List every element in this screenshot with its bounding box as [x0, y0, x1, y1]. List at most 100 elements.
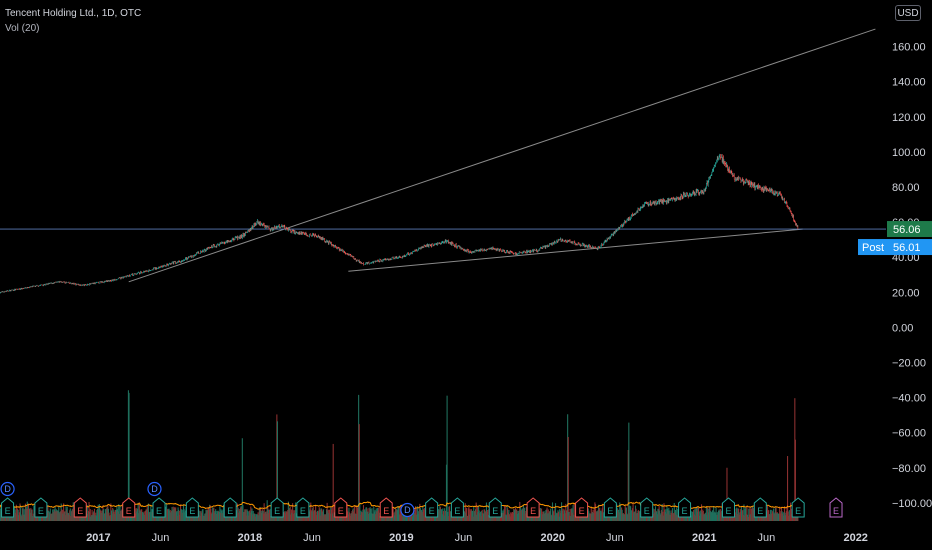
x-tick-label: Jun — [606, 532, 624, 544]
earnings-marker — [526, 497, 540, 518]
y-tick-label: 140.00 — [892, 77, 926, 89]
volume-legend[interactable]: Vol (20) — [5, 23, 40, 34]
earnings-marker — [34, 497, 48, 518]
earnings-marker — [640, 497, 654, 518]
dividend-label: D — [4, 484, 11, 494]
x-tick-label: 2018 — [238, 532, 262, 544]
earnings-event: E — [450, 497, 464, 518]
earnings-event: E — [678, 497, 692, 518]
y-tick-label: 40.00 — [892, 252, 920, 264]
earnings-marker — [270, 497, 284, 518]
earnings-label: E — [429, 506, 435, 516]
earnings-event: E — [829, 497, 843, 518]
earnings-event: E — [223, 497, 237, 518]
earnings-event: E — [753, 497, 767, 518]
earnings-event: E — [73, 497, 87, 518]
volume-pane — [0, 390, 799, 521]
earnings-label: E — [607, 506, 613, 516]
dividend-event: D — [0, 481, 15, 497]
earnings-label: E — [530, 506, 536, 516]
dividend-label: D — [151, 484, 158, 494]
dividend-event: D — [400, 502, 415, 518]
earnings-label: E — [383, 506, 389, 516]
earnings-label: E — [300, 506, 306, 516]
earnings-marker — [450, 497, 464, 518]
earnings-label: E — [454, 506, 460, 516]
earnings-marker — [488, 497, 502, 518]
earnings-marker — [223, 497, 237, 518]
symbol-legend[interactable]: Tencent Holding Ltd., 1D, OTC — [5, 8, 142, 19]
earnings-event: E — [34, 497, 48, 518]
earnings-marker — [334, 497, 348, 518]
earnings-marker — [829, 497, 843, 518]
earnings-event: E — [296, 497, 310, 518]
earnings-label: E — [795, 506, 801, 516]
last-price-tag — [887, 221, 932, 238]
earnings-label: E — [644, 506, 650, 516]
earnings-event: E — [603, 497, 617, 518]
earnings-event: E — [334, 497, 348, 518]
earnings-label: E — [189, 506, 195, 516]
earnings-label: E — [38, 506, 44, 516]
earnings-event: E — [122, 497, 136, 518]
y-tick-label: −100.00 — [892, 498, 932, 510]
time-axis[interactable]: 2017 Jun 2018 Jun 2019 Jun 2020 Jun 2021 Jun 2022 — [86, 532, 868, 544]
y-tick-label: −80.00 — [892, 463, 926, 475]
earnings-label: E — [77, 506, 83, 516]
price-tags: 56.06 Post 56.01 — [858, 221, 932, 256]
earnings-event: E — [526, 497, 540, 518]
x-tick-label: 2017 — [86, 532, 110, 544]
earnings-marker — [185, 497, 199, 518]
earnings-label: E — [5, 506, 11, 516]
x-tick-label: Jun — [152, 532, 170, 544]
earnings-marker — [575, 497, 589, 518]
price-candles — [0, 153, 799, 294]
earnings-event: E — [721, 497, 735, 518]
earnings-marker — [296, 497, 310, 518]
trendlines[interactable] — [128, 28, 876, 283]
post-market-tag — [858, 239, 932, 256]
earnings-marker — [73, 497, 87, 518]
earnings-event: E — [425, 497, 439, 518]
earnings-label: E — [682, 506, 688, 516]
y-tick-label: 80.00 — [892, 182, 920, 194]
earnings-label: E — [274, 506, 280, 516]
y-tick-label: −60.00 — [892, 428, 926, 440]
dividend-marker — [147, 481, 162, 497]
earnings-event: E — [270, 497, 284, 518]
earnings-event: E — [185, 497, 199, 518]
x-tick-label: Jun — [303, 532, 321, 544]
earnings-label: E — [579, 506, 585, 516]
earnings-label: E — [126, 506, 132, 516]
earnings-label: E — [156, 506, 162, 516]
last-price-value: 56.06 — [893, 224, 921, 236]
earnings-label: E — [227, 506, 233, 516]
post-market-label: Post — [862, 242, 884, 254]
price-axis[interactable]: 160.00140.00120.00100.0080.0060.0040.002… — [892, 42, 932, 510]
earnings-label: E — [338, 506, 344, 516]
event-markers[interactable]: E E E E E E E E E E E E E E E E E E E E E E E D D D — [0, 481, 843, 518]
x-tick-label: Jun — [757, 532, 775, 544]
y-tick-label: −40.00 — [892, 393, 926, 405]
earnings-label: E — [757, 506, 763, 516]
earnings-marker — [753, 497, 767, 518]
post-market-value: 56.01 — [893, 242, 921, 254]
y-tick-label: 160.00 — [892, 42, 926, 54]
earnings-event: E — [1, 497, 15, 518]
dividend-label: D — [404, 505, 411, 515]
y-tick-label: −20.00 — [892, 358, 926, 370]
earnings-label: E — [833, 506, 839, 516]
currency-button[interactable]: USD — [895, 5, 921, 21]
y-tick-label: 0.00 — [892, 322, 913, 334]
earnings-label: E — [492, 506, 498, 516]
earnings-label: E — [725, 506, 731, 516]
earnings-marker — [678, 497, 692, 518]
earnings-marker — [1, 497, 15, 518]
x-tick-label: Jun — [455, 532, 473, 544]
earnings-marker — [425, 497, 439, 518]
earnings-event: E — [640, 497, 654, 518]
earnings-marker — [791, 497, 805, 518]
earnings-marker — [379, 497, 393, 518]
earnings-event: E — [379, 497, 393, 518]
